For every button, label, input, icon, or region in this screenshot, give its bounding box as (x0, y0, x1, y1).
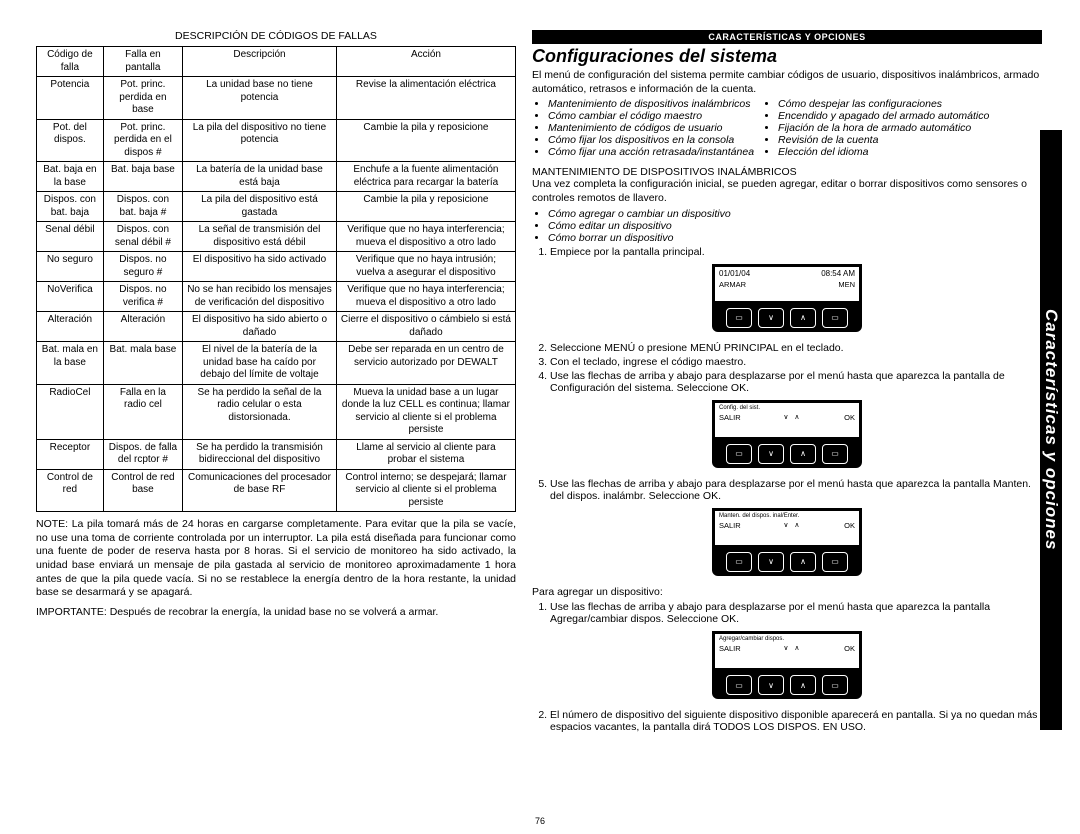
intro-text: El menú de configuración del sistema per… (532, 69, 1042, 96)
add-step-1: Use las flechas de arriba y abajo para d… (550, 601, 1042, 625)
device-display-4: Agregar/cambiar dispos. SALIR∨ ∧OK ▭∨∧▭ (712, 631, 862, 699)
step-2: Seleccione MENÚ o presione MENÚ PRINCIPA… (550, 342, 1042, 354)
add-step-2: El número de dispositivo del siguiente d… (550, 709, 1042, 733)
step-5: Use las flechas de arriba y abajo para d… (550, 478, 1042, 502)
add-intro: Para agregar un dispositivo: (532, 586, 1042, 600)
device-btn-up: ∧ (790, 308, 816, 328)
sub-bullets: Cómo agregar o cambiar un dispositivoCóm… (532, 208, 1042, 244)
step-3: Con el teclado, ingrese el código maestr… (550, 356, 1042, 368)
bullets-left: Mantenimiento de dispositivos inalámbric… (532, 98, 754, 158)
device-btn-blank: ▭ (822, 308, 848, 328)
importante-text: IMPORTANTE: Después de recobrar la energ… (36, 606, 516, 620)
fault-codes-table: Código de fallaFalla en pantallaDescripc… (36, 46, 516, 512)
subsection-head: MANTENIMIENTO DE DISPOSITIVOS INALÁMBRIC… (532, 166, 1042, 178)
device-btn-down: ∨ (758, 308, 784, 328)
steps-list-2: Seleccione MENÚ o presione MENÚ PRINCIPA… (532, 342, 1042, 394)
device-btn-blank: ▭ (726, 308, 752, 328)
device-display-3: Manten. del dispos. inal/Enter. SALIR∨ ∧… (712, 508, 862, 576)
add-steps: Use las flechas de arriba y abajo para d… (532, 601, 1042, 625)
table-title: DESCRIPCIÓN DE CÓDIGOS DE FALLAS (36, 30, 516, 42)
step-1: Empiece por la pantalla principal. (550, 246, 1042, 258)
bullets-right: Cómo despejar las configuracionesEncendi… (762, 98, 989, 158)
section-title: Configuraciones del sistema (532, 46, 1042, 67)
steps-list: Empiece por la pantalla principal. (532, 246, 1042, 258)
add-steps-2: El número de dispositivo del siguiente d… (532, 709, 1042, 733)
subsection-text: Una vez completa la configuración inicia… (532, 178, 1042, 205)
note-text: NOTE: La pila tomará más de 24 horas en … (36, 518, 516, 600)
features-header-bar: CARACTERÍSTICAS Y OPCIONES (532, 30, 1042, 44)
side-tab: Características y opciones (1040, 130, 1062, 730)
steps-list-3: Use las flechas de arriba y abajo para d… (532, 478, 1042, 502)
page-number: 76 (0, 816, 1080, 826)
step-4: Use las flechas de arriba y abajo para d… (550, 370, 1042, 394)
device-display-1: 01/01/0408:54 AM ARMARMEN ▭ ∨ ∧ ▭ (712, 264, 862, 332)
device-display-2: Config. del sist. SALIR∨ ∧OK ▭∨∧▭ (712, 400, 862, 468)
